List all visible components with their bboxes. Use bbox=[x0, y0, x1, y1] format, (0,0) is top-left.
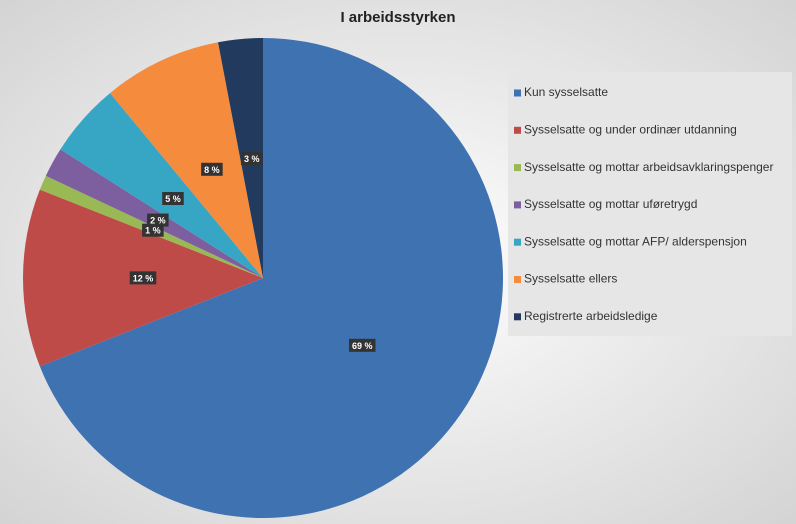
legend-label: Registrerte arbeidsledige bbox=[524, 309, 658, 323]
legend-label: Sysselsatte og under ordinær utdanning bbox=[524, 122, 737, 136]
legend-label: Sysselsatte og mottar AFP/ alderspensjon bbox=[524, 234, 747, 248]
legend-label: Sysselsatte og mottar uføretrygd bbox=[524, 197, 697, 211]
value-label-group: 2 % bbox=[147, 213, 169, 227]
value-label-bg bbox=[129, 271, 157, 285]
value-label-bg bbox=[162, 192, 184, 206]
value-label-group: 1 % bbox=[142, 223, 164, 237]
value-label: 12 % bbox=[133, 273, 154, 283]
value-label: 5 % bbox=[165, 194, 181, 204]
legend-swatch bbox=[514, 238, 521, 246]
value-label-group: 69 % bbox=[348, 338, 376, 352]
legend-swatch bbox=[514, 313, 521, 321]
legend-swatch bbox=[514, 89, 521, 97]
chart-title: I arbeidsstyrken bbox=[340, 9, 455, 26]
legend-label: Sysselsatte ellers bbox=[524, 272, 617, 286]
value-label-bg bbox=[240, 151, 263, 165]
value-label: 69 % bbox=[352, 341, 373, 351]
legend-box bbox=[508, 72, 792, 336]
value-label-group: 8 % bbox=[201, 162, 223, 176]
value-label: 2 % bbox=[150, 216, 166, 226]
pie-slice bbox=[218, 38, 263, 278]
value-label: 8 % bbox=[204, 165, 220, 175]
value-label-bg bbox=[201, 162, 223, 176]
value-label-bg bbox=[147, 213, 169, 227]
value-label-group: 3 % bbox=[240, 151, 263, 165]
legend-label: Sysselsatte og mottar arbeidsavklaringsp… bbox=[524, 160, 773, 174]
value-label-bg bbox=[348, 338, 376, 352]
pie-slice bbox=[39, 38, 504, 518]
legend-swatch bbox=[514, 201, 521, 209]
legend-swatch bbox=[514, 126, 521, 134]
pie-slice bbox=[110, 42, 263, 278]
legend-label: Kun sysselsatte bbox=[524, 85, 608, 99]
value-label-bg bbox=[142, 223, 164, 237]
value-label-group: 5 % bbox=[162, 192, 184, 206]
value-label-group: 12 % bbox=[129, 271, 157, 285]
legend-swatch bbox=[514, 164, 521, 172]
pie-slice bbox=[60, 93, 263, 279]
value-label: 1 % bbox=[145, 226, 161, 236]
value-label: 3 % bbox=[244, 154, 260, 164]
legend-swatch bbox=[514, 276, 521, 283]
